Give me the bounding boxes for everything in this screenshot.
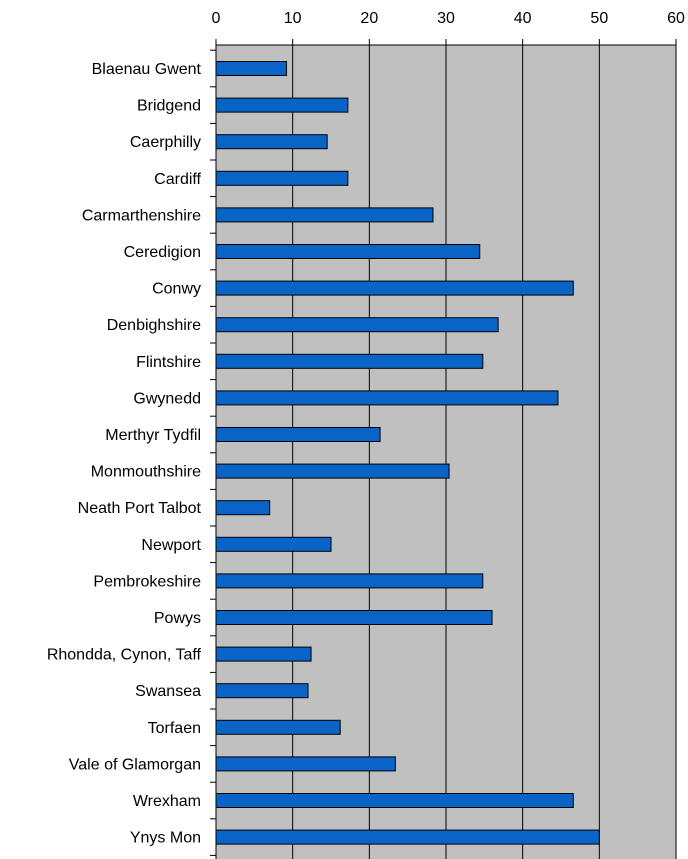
bar-ceredigion — [215, 244, 481, 259]
category-label: Ynys Mon — [130, 830, 201, 847]
bar-pembrokeshire — [215, 573, 484, 589]
bar-bridgend — [215, 97, 349, 113]
x-tick-label-20: 20 — [360, 10, 378, 27]
category-label: Rhondda, Cynon, Taff — [47, 647, 202, 664]
x-axis: 0 10 20 30 40 50 60 — [212, 10, 685, 46]
bar-gwynedd — [215, 390, 559, 406]
category-label: Powys — [154, 610, 201, 627]
category-label: Torfaen — [148, 720, 201, 737]
bar-cardiff — [215, 170, 349, 186]
category-label: Bridgend — [137, 98, 201, 115]
bar-caerphilly — [215, 134, 328, 150]
bar-neath-port-talbot — [215, 500, 271, 516]
category-label: Vale of Glamorgan — [69, 756, 201, 773]
bar-monmouthshire — [215, 463, 450, 479]
category-label: Ceredigion — [124, 244, 201, 261]
category-label: Neath Port Talbot — [78, 500, 202, 517]
category-label: Merthyr Tydfil — [105, 427, 201, 444]
bar-merthyr-tydfil — [215, 427, 381, 442]
x-tick-label-30: 30 — [437, 10, 455, 27]
category-label: Gwynedd — [133, 390, 201, 407]
category-label: Flintshire — [136, 354, 201, 371]
x-tick-label-10: 10 — [284, 10, 302, 27]
bar-carmarthenshire — [215, 207, 434, 223]
category-label: Cardiff — [154, 171, 201, 188]
bar-denbighshire — [215, 317, 499, 333]
x-tick-label-60: 60 — [667, 10, 685, 27]
bar-vale-of-glamorgan — [215, 756, 396, 772]
category-label: Conwy — [152, 281, 201, 298]
y-axis: Blaenau Gwent Bridgend Caerphilly Cardiff Ca… — [47, 45, 217, 859]
category-label: Monmouthshire — [91, 464, 201, 481]
category-label: Newport — [141, 537, 201, 554]
bar-blaenau-gwent — [215, 61, 288, 76]
category-label: Caerphilly — [130, 134, 201, 151]
x-tick-label-40: 40 — [514, 10, 532, 27]
bar-flintshire — [215, 353, 484, 369]
bar-newport — [215, 536, 332, 552]
bar-wrexham — [215, 793, 574, 808]
category-label: Swansea — [135, 683, 201, 700]
category-label: Wrexham — [133, 793, 201, 810]
category-label: Carmarthenshire — [82, 207, 201, 224]
bar-powys — [215, 610, 493, 625]
x-tick-label-0: 0 — [212, 10, 221, 27]
bar-rhondda-cynon-taff — [215, 646, 312, 662]
bar-swansea — [215, 683, 309, 699]
x-tick-label-50: 50 — [590, 10, 608, 27]
category-label: Denbighshire — [107, 317, 201, 334]
category-label: Blaenau Gwent — [92, 61, 202, 78]
bar-conwy — [215, 280, 574, 296]
bars — [215, 61, 600, 845]
category-label: Pembrokeshire — [93, 573, 201, 590]
bar-ynys-mon — [215, 829, 600, 845]
bar-torfaen — [215, 719, 341, 735]
